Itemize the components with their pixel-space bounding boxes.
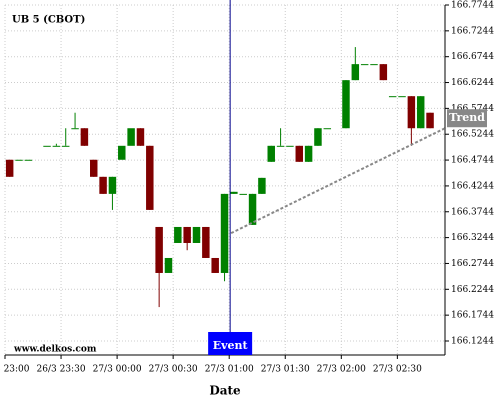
candle-body (5, 159, 14, 177)
candle-body (398, 96, 406, 98)
candle-body (351, 64, 360, 81)
y-tick-label: 166.2744 (451, 259, 494, 269)
candle-body (388, 96, 397, 98)
trend-label: Trend (449, 111, 485, 124)
x-tick-label: 27/3 01:00 (205, 365, 254, 375)
candle-body (90, 159, 98, 177)
candle-body (174, 226, 182, 243)
candle-body (276, 145, 285, 147)
y-tick-label: 166.3744 (451, 207, 494, 217)
candle-body (52, 145, 61, 147)
candle-body (192, 226, 201, 243)
y-tick-label: 166.7244 (451, 26, 494, 36)
candle-body (342, 80, 350, 129)
x-tick-label: 27/3 23:00 (0, 365, 30, 375)
trend-label-box (447, 109, 487, 128)
event-label: Event (213, 339, 249, 352)
candle-body (43, 145, 51, 147)
candle-body (407, 96, 416, 129)
x-tick-label: 27/3 02:00 (317, 365, 366, 375)
candle-body (155, 226, 163, 273)
candle-body (295, 145, 304, 162)
y-tick-label: 166.4244 (451, 181, 494, 191)
candle-body (220, 193, 229, 273)
candle-body (127, 128, 135, 146)
candle-body (118, 145, 126, 160)
y-tick-label: 166.7744 (451, 1, 494, 11)
candle-body (183, 226, 191, 243)
candle-body (267, 145, 275, 162)
y-tick-label: 166.5744 (451, 104, 494, 114)
candle-body (360, 64, 369, 66)
candle-body (80, 128, 89, 146)
x-tick-label: 27/3 00:30 (149, 365, 198, 375)
candle-body (379, 64, 388, 81)
x-tick-label: 26/3 23:30 (37, 365, 86, 375)
y-tick-label: 166.5244 (451, 130, 494, 140)
y-tick-label: 166.1244 (451, 336, 494, 346)
x-axis-title: Date (209, 384, 241, 398)
candle-body (416, 96, 425, 129)
x-tick-label: 27/3 01:30 (261, 365, 310, 375)
candle-body (230, 191, 238, 194)
candle-body (146, 145, 154, 210)
candle-body (239, 193, 247, 195)
event-label-box (208, 332, 253, 355)
watermark: www.delkos.com (13, 345, 97, 355)
candle-body (426, 112, 434, 129)
y-tick-label: 166.3244 (451, 233, 494, 243)
y-tick-label: 166.1744 (451, 311, 494, 321)
candle-body (211, 257, 219, 273)
candle-body (71, 128, 79, 130)
x-tick-label: 27/3 02:30 (373, 365, 422, 375)
candle-body (99, 176, 107, 194)
y-tick-label: 166.6744 (451, 52, 494, 62)
candle-body (61, 145, 70, 147)
x-tick-label: 27/3 00:00 (93, 365, 142, 375)
candle-body (164, 257, 173, 273)
candle-body (314, 128, 322, 146)
candle-body (286, 145, 294, 147)
candle-body (202, 226, 210, 258)
candle-body (24, 159, 33, 161)
candle-body (108, 176, 117, 194)
y-tick-label: 166.2244 (451, 285, 494, 295)
y-tick-label: 166.6244 (451, 78, 494, 88)
chart-title: UB 5 (CBOT) (12, 15, 85, 26)
candle-body (370, 64, 378, 66)
candle-body (136, 128, 145, 146)
candle-body (304, 145, 313, 162)
plot-area (5, 5, 445, 355)
candle-body (323, 128, 332, 130)
candle-body (15, 159, 23, 161)
candle-body (248, 193, 257, 225)
candle-body (258, 177, 266, 194)
y-tick-label: 166.4744 (451, 156, 494, 166)
